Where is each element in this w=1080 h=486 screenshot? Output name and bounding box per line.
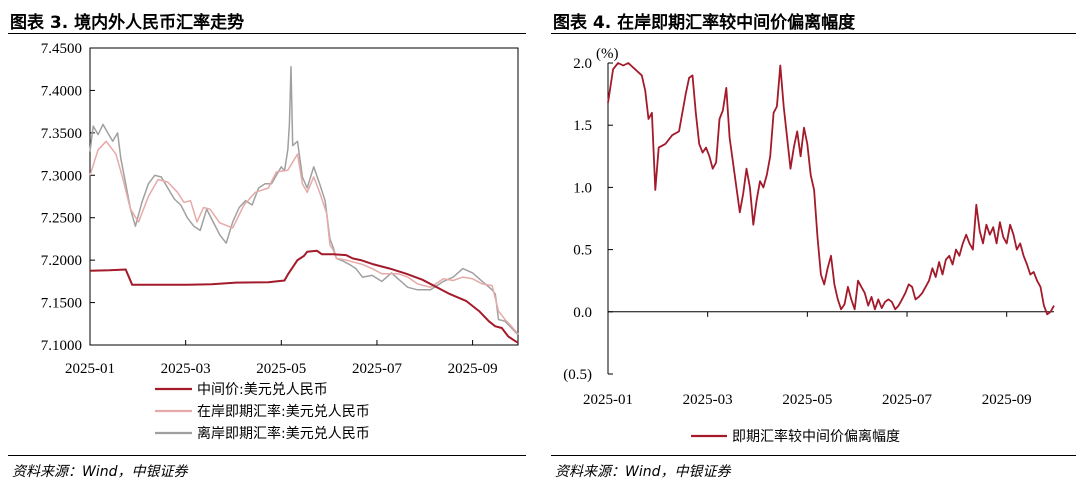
legend-label: 离岸即期汇率:美元兑人民币 [197, 425, 370, 442]
deviation-chart: (%)2.0 1.5 1.0 0.5 0.0 (0.5) 2025-01 2025-03 202… [563, 46, 1055, 445]
chart-title: 图表 4. 在岸即期汇率较中间价偏离幅度 [553, 13, 856, 33]
y-tick-label: 2.0 [573, 56, 592, 72]
x-tick-label: 2025-09 [982, 392, 1032, 408]
x-tick-label: 2025-01 [65, 361, 115, 377]
y-tick-label: 0.5 [573, 243, 592, 259]
y-tick-label: 7.3500 [41, 126, 82, 142]
series-line-0 [607, 62, 1055, 316]
x-tick-label: 2025-05 [782, 392, 832, 408]
y-tick-label: (0.5) [563, 367, 592, 383]
legend-label: 即期汇率较中间价偏离幅度 [732, 428, 900, 445]
y-tick-label: 7.1000 [41, 338, 82, 354]
x-tick-label: 2025-03 [683, 392, 733, 408]
chart-panel-left: 图表 3. 境内外人民币汇率走势 7.4500 7.4000 7.3500 7.300… [0, 0, 530, 486]
y-tick-label: 7.2500 [41, 211, 82, 227]
plot-frame [89, 47, 519, 346]
y-tick-label: 7.4000 [41, 83, 82, 99]
y-tick-label: 7.2000 [41, 253, 82, 269]
legend-label: 在岸即期汇率:美元兑人民币 [197, 403, 370, 420]
source-note: 资料来源：Wind，中银证券 [555, 464, 731, 480]
y-tick-label: 1.0 [573, 180, 592, 196]
series-line-1 [89, 140, 519, 335]
y-unit-label: (%) [596, 46, 619, 62]
source-rule [8, 455, 526, 456]
y-tick-label: 0.0 [573, 305, 592, 321]
y-tick-label: 7.1500 [41, 296, 82, 312]
x-tick-label: 2025-07 [882, 392, 932, 408]
x-tick-label: 2025-05 [256, 361, 306, 377]
chart-title: 图表 3. 境内外人民币汇率走势 [10, 13, 245, 33]
title-rule [551, 33, 1076, 34]
series-line-0 [89, 249, 519, 344]
x-tick-label: 2025-01 [583, 392, 633, 408]
source-rule [551, 455, 1076, 456]
x-tick-label: 2025-07 [352, 361, 402, 377]
y-tick-label: 1.5 [573, 118, 592, 134]
legend-label: 中间价:美元兑人民币 [197, 382, 328, 398]
series-line-2 [89, 65, 519, 336]
y-tick-label: 7.4500 [41, 41, 82, 57]
title-rule [8, 33, 526, 34]
y-tick-label: 7.3000 [41, 168, 82, 184]
source-note: 资料来源：Wind，中银证券 [12, 464, 188, 480]
chart-panel-right: 图表 4. 在岸即期汇率较中间价偏离幅度 (%) 2.0 1.5 1.0 0.5 0.0(… [543, 0, 1080, 486]
fx-rate-chart: 7.4500 7.4000 7.3500 7.3000 7.2500 7.2000 7.15… [41, 41, 519, 442]
x-tick-label: 2025-09 [448, 361, 498, 377]
x-tick-label: 2025-03 [161, 361, 211, 377]
